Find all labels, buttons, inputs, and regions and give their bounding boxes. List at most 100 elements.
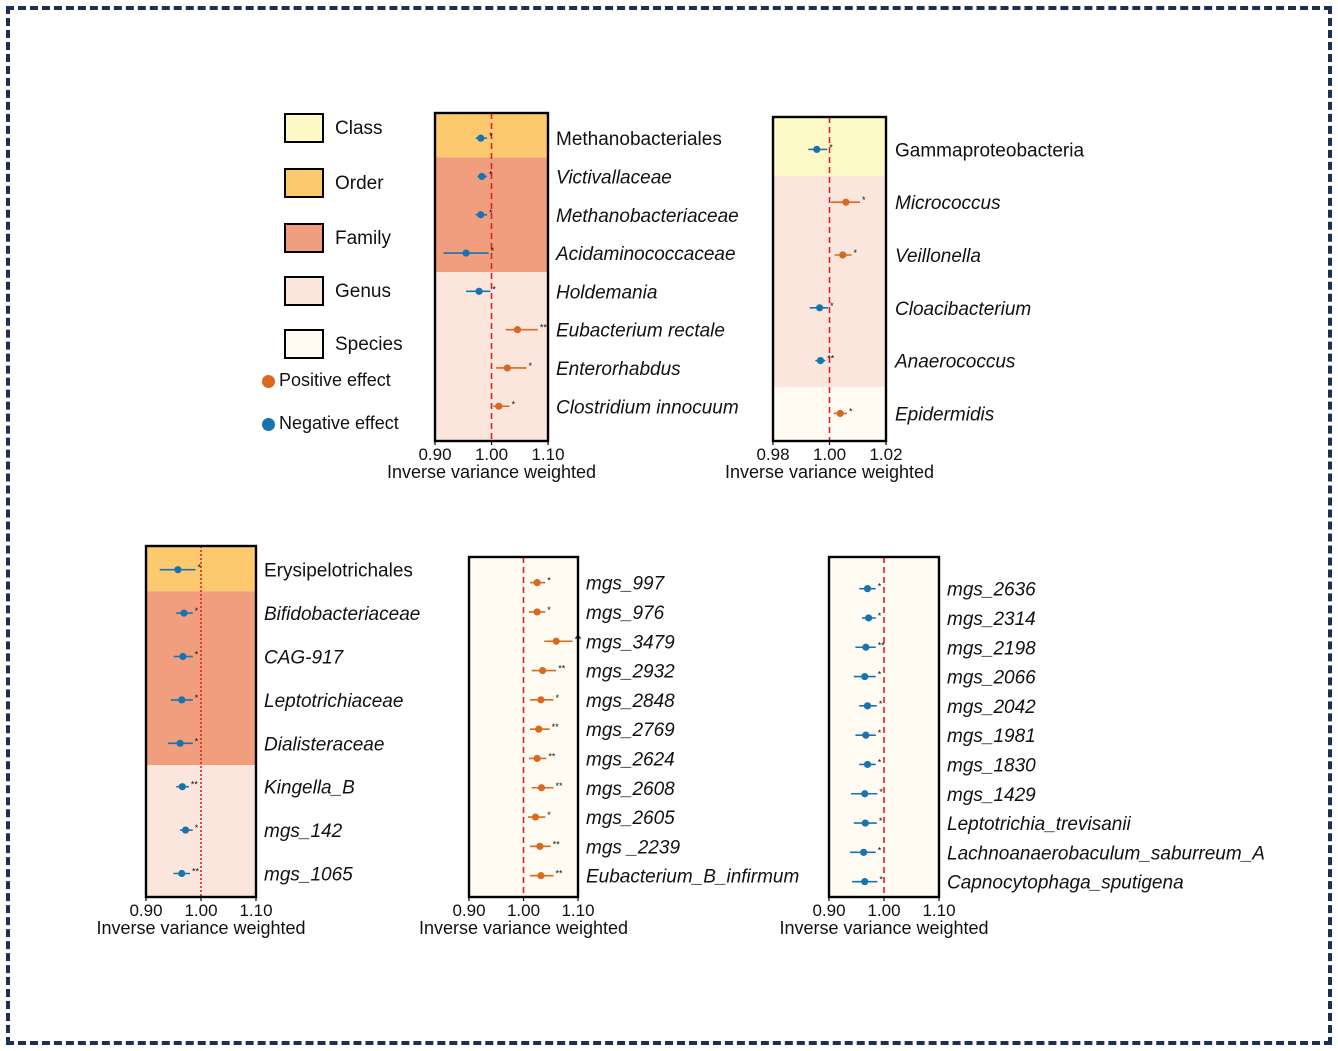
panel-4-tick-label-2: 1.00 (507, 901, 540, 920)
panel-2-label-6: Epidermidis (895, 404, 995, 425)
panel-5-sig-9: * (879, 816, 883, 826)
panel-3-label-7: mgs_142 (264, 821, 343, 842)
panel-3-point-5 (176, 739, 184, 747)
panel-3-label-5: Dialisteraceae (264, 734, 384, 755)
panel-5-point-4 (861, 672, 869, 681)
panel-4-point-8 (537, 784, 546, 792)
panel-4-sig-9: * (547, 810, 551, 820)
panel-3-point-3 (179, 652, 187, 661)
panel-2-label-3: Veillonella (895, 246, 981, 267)
panel-1-sig-2: * (489, 169, 493, 179)
panel-5-tick-label-3: 1.10 (922, 901, 955, 920)
legend-swatch-genus (284, 276, 324, 306)
panel-2-sig-3: * (854, 248, 858, 258)
panel-3-point-8 (178, 869, 186, 878)
panel-4-label-6: mgs_2769 (586, 720, 675, 741)
dashed-frame (6, 6, 1332, 1045)
panel-4-label-4: mgs_2932 (586, 662, 675, 683)
panel-2-label-5: Anaerococcus (894, 352, 1016, 373)
panel-5-point-7 (863, 760, 872, 769)
panel-5-label-4: mgs_2066 (947, 668, 1036, 689)
panel-4-point-4 (538, 666, 547, 675)
panel-1-label-4: Acidaminococcaceae (555, 244, 736, 265)
panel-4-label-2: mgs_976 (586, 603, 665, 624)
panel-4-point-3 (552, 637, 560, 645)
panel-5-label-1: mgs_2636 (947, 580, 1036, 601)
legend-label-positive: Positive effect (279, 370, 391, 390)
panel-3-sig-6: ** (191, 780, 199, 790)
legend: Class Order Family Genus Species Positiv… (262, 113, 444, 443)
panel-1-label-5: Holdemania (556, 282, 657, 303)
panel-5-label-10: Lachnoanaerobaculum_saburreum_A (947, 843, 1265, 864)
panel-5-x-axis-label: Inverse variance weighted (779, 918, 988, 938)
panel-3-tick-label-3: 1.10 (239, 901, 272, 920)
panel-5-point-6 (862, 731, 870, 739)
panel-5-label-9: Leptotrichia_trevisanii (947, 814, 1132, 835)
panel-4-point-5 (537, 696, 545, 704)
panel-5-sig-6: * (878, 728, 882, 738)
panel-3-sig-7: * (195, 823, 199, 833)
legend-label-negative: Negative effect (279, 413, 399, 433)
panel-4-point-11 (537, 872, 545, 880)
panel-4-point-9 (531, 813, 540, 821)
panel-1-point-4 (462, 249, 470, 257)
panel-1-tick-label-3: 1.10 (531, 445, 564, 464)
panel-4-sig-11: ** (555, 869, 563, 879)
panel-5-label-2: mgs_2314 (947, 609, 1036, 630)
panel-5-label-3: mgs_2198 (947, 638, 1036, 659)
panel-2-point-4 (816, 304, 824, 312)
panel-5-point-1 (863, 585, 872, 593)
panel-5-label-6: mgs_1981 (947, 726, 1036, 747)
panel-3-point-2 (180, 609, 188, 617)
panel-5-sig-2: * (878, 611, 882, 621)
panel-1-label-7: Enterorhabdus (556, 359, 681, 380)
panel-3-x-axis-label: Inverse variance weighted (96, 918, 305, 938)
legend-swatch-class (284, 113, 324, 143)
panel-4-sig-5: * (555, 693, 559, 703)
panel-2-sig-2: * (862, 195, 866, 205)
panel-3-point-4 (178, 696, 186, 704)
panel-1-point-8 (495, 402, 503, 410)
legend-label-class: Class (335, 118, 383, 139)
panel-2-sig-4: * (830, 301, 834, 311)
panel-5-point-2 (865, 614, 873, 622)
panel-4-sig-4: ** (558, 664, 566, 674)
panel-1-point-5 (475, 287, 483, 295)
panel-5-sig-1: * (878, 582, 882, 592)
panel-4-sig-7: ** (548, 751, 556, 761)
panel-3-tick-label-2: 1.00 (184, 901, 217, 920)
panel-5-tick-label-2: 1.00 (867, 901, 900, 920)
negative-dot-icon (262, 418, 275, 431)
panel-1-sig-4: * (491, 246, 495, 256)
panel-4-label-10: mgs _2239 (586, 837, 680, 858)
panel-3-label-1: Erysipelotrichales (264, 561, 413, 582)
panel-5-point-11 (861, 878, 869, 886)
panel-5-point-8 (861, 790, 869, 798)
panel-2-sig-6: * (849, 406, 853, 416)
panel-5-point-3 (862, 643, 870, 651)
panel-2-tick-label-3: 1.02 (869, 445, 902, 464)
panel-3-label-4: Leptotrichiaceae (264, 691, 403, 712)
panel-4-tick-label-1: 0.90 (452, 901, 485, 920)
panel-3-sig-1: * (198, 563, 202, 573)
panel-5-label-11: Capnocytophaga_sputigena (947, 873, 1184, 894)
panel-5-point-10 (860, 848, 868, 856)
panel-1-label-1: Methanobacteriales (556, 129, 722, 150)
panel-1-point-3 (477, 211, 485, 219)
panel-5-label-8: mgs_1429 (947, 785, 1036, 806)
panel-3-sig-8: ** (192, 867, 200, 877)
panel-4-label-9: mgs_2605 (586, 808, 675, 829)
panel-1-label-2: Victivallaceae (556, 167, 672, 188)
panel-2-band-class (773, 117, 886, 176)
legend-swatch-family (284, 223, 324, 253)
panel-3-sig-2: * (195, 606, 199, 616)
panel-2-point-5 (816, 357, 825, 365)
panel-5-point-9 (861, 819, 869, 827)
panel-4-point-6 (535, 725, 543, 733)
panel-1-sig-3: * (489, 208, 493, 218)
panel-3-label-3: CAG-917 (264, 648, 345, 669)
panel-2-point-6 (836, 409, 844, 417)
panel-5-sig-11: * (879, 875, 883, 885)
panel-1-point-7 (503, 364, 511, 372)
